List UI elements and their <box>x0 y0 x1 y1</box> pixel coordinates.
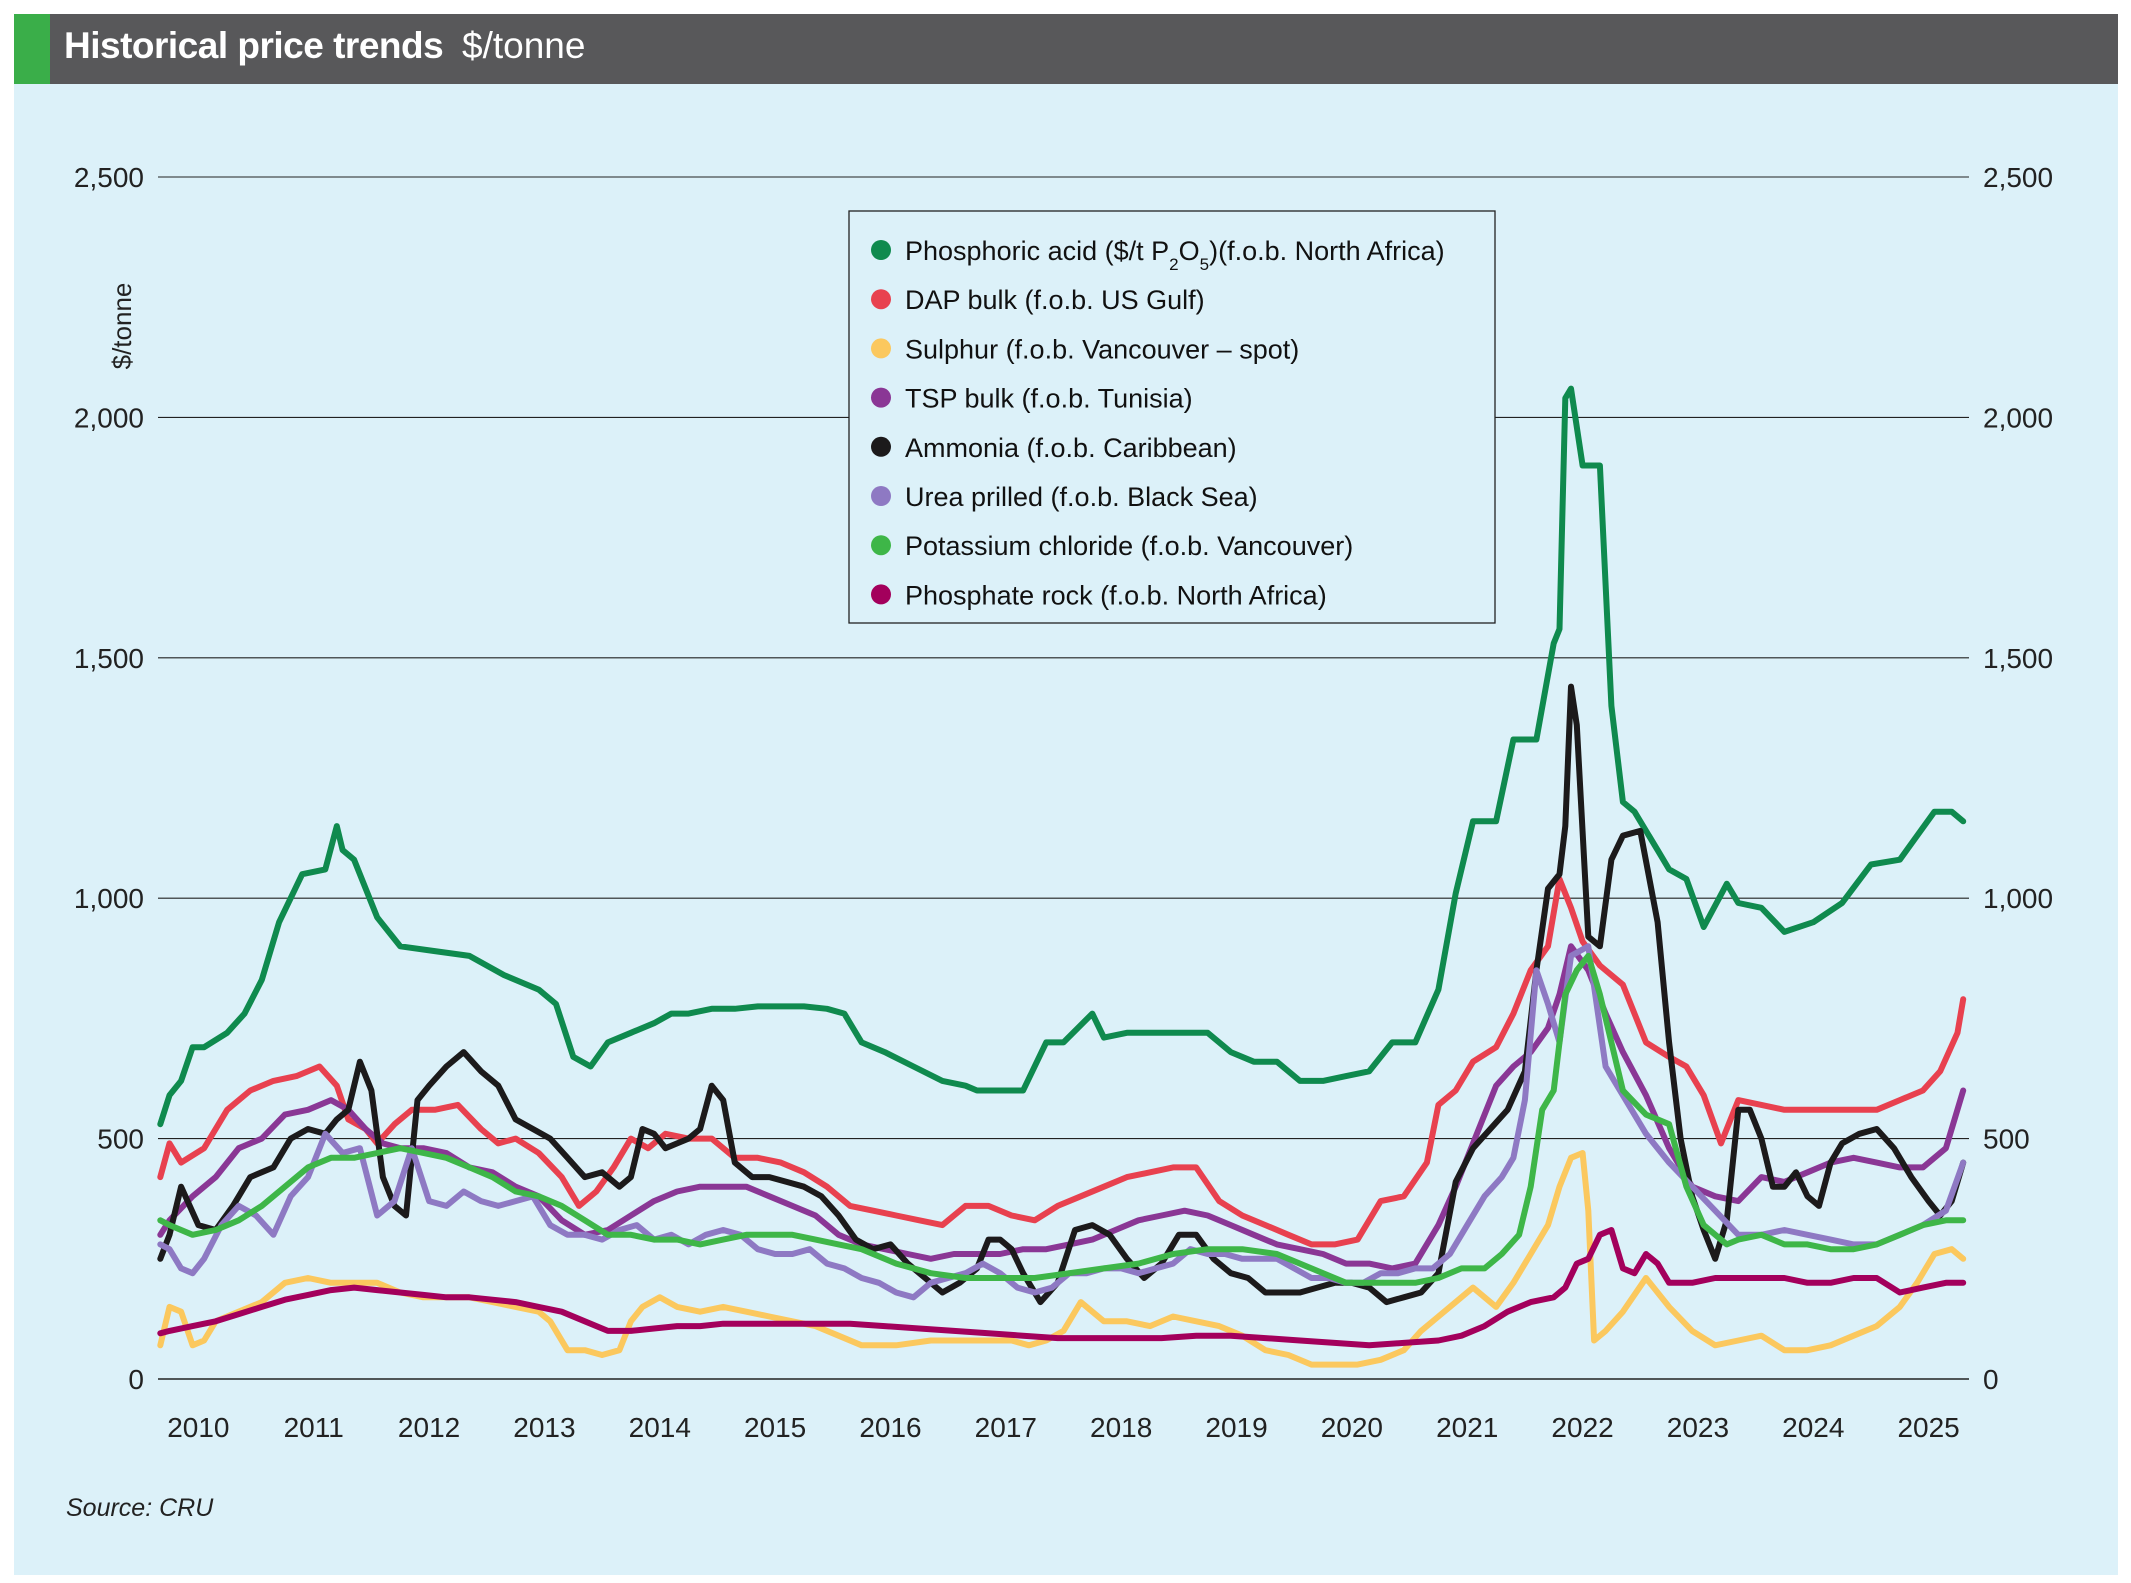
y-tick-label-right: 0 <box>1983 1364 1999 1395</box>
chart-subtitle: $/tonne <box>462 25 586 66</box>
series-line-4 <box>157 683 1967 1306</box>
legend-marker <box>871 289 891 310</box>
x-tick-label: 2017 <box>975 1412 1037 1443</box>
chart-panel: Historical price trends $/tonne 0 0 500 500… <box>14 14 2118 1575</box>
source-note: Source: CRU <box>66 1494 214 1522</box>
y-tick-label-right: 1,500 <box>1983 643 2053 674</box>
legend-marker <box>871 486 891 506</box>
title-accent-bar <box>14 14 50 84</box>
series-line-5 <box>157 943 1967 1301</box>
series-line-6 <box>157 952 1967 1286</box>
legend-label: DAP bulk (f.o.b. US Gulf) <box>905 285 1205 315</box>
y-tick-label-left: 0 <box>128 1364 144 1395</box>
x-tick-label: 2024 <box>1782 1412 1844 1443</box>
x-tick-label: 2014 <box>629 1412 691 1443</box>
legend-label: Urea prilled (f.o.b. Black Sea) <box>905 482 1258 512</box>
y-tick-label-left: 500 <box>97 1124 144 1155</box>
legend-label: Ammonia (f.o.b. Caribbean) <box>905 433 1237 463</box>
x-tick-label: 2013 <box>513 1412 575 1443</box>
legend-marker <box>871 240 891 260</box>
legend-marker <box>871 535 891 556</box>
x-tick-label: 2022 <box>1551 1412 1613 1443</box>
legend-marker <box>871 584 891 605</box>
legend-label: Phosphoric acid ($/t P2O5)(f.o.b. North … <box>905 236 1445 274</box>
y-axis-label: $/tonne <box>107 283 137 370</box>
series-lines <box>157 385 1967 1368</box>
x-tick-label: 2010 <box>167 1412 229 1443</box>
chart-title: Historical price trends <box>64 25 444 66</box>
legend-marker <box>871 387 891 408</box>
x-tick-label: 2020 <box>1321 1412 1383 1443</box>
y-tick-label-right: 2,500 <box>1983 162 2053 193</box>
y-tick-label-left: 1,000 <box>74 883 144 914</box>
y-tick-label-left: 2,500 <box>74 162 144 193</box>
x-tick-label: 2016 <box>859 1412 921 1443</box>
y-tick-label-left: 2,000 <box>74 402 144 433</box>
y-tick-label-right: 2,000 <box>1983 402 2053 433</box>
series-line-0 <box>157 385 1967 1128</box>
y-tick-label-right: 500 <box>1983 1124 2030 1155</box>
legend-box <box>848 210 1496 624</box>
x-tick-label: 2025 <box>1897 1412 1959 1443</box>
x-tick-label: 2021 <box>1436 1412 1498 1443</box>
x-tick-label: 2011 <box>284 1412 344 1443</box>
title-bar: Historical price trends $/tonne <box>14 14 2118 84</box>
legend-label: Sulphur (f.o.b. Vancouver – spot) <box>905 334 1299 364</box>
x-tick-label: 2019 <box>1205 1412 1267 1443</box>
legend-label: Phosphate rock (f.o.b. North Africa) <box>905 580 1327 610</box>
price-trend-chart: 0 0 500 500 1,000 1,000 1,500 1,500 2,000 2,000 2,… <box>74 162 2053 1443</box>
series-line-3 <box>157 943 1967 1272</box>
x-tick-label: 2023 <box>1667 1412 1729 1443</box>
legend-marker <box>871 436 891 457</box>
y-tick-label-left: 1,500 <box>74 643 144 674</box>
legend-label: TSP bulk (f.o.b. Tunisia) <box>905 384 1193 414</box>
y-tick-label-right: 1,000 <box>1983 883 2053 914</box>
legend-label: Potassium chloride (f.o.b. Vancouver) <box>905 531 1353 561</box>
legend: Phosphoric acid ($/t P2O5)(f.o.b. North … <box>848 210 1496 624</box>
x-tick-label: 2018 <box>1090 1412 1152 1443</box>
series-line-7 <box>157 1227 1967 1349</box>
legend-marker <box>871 338 891 359</box>
axes: 0 0 500 500 1,000 1,000 1,500 1,500 2,000 2,000 2,… <box>74 162 2053 1443</box>
x-tick-label: 2015 <box>744 1412 806 1443</box>
x-tick-label: 2012 <box>398 1412 460 1443</box>
